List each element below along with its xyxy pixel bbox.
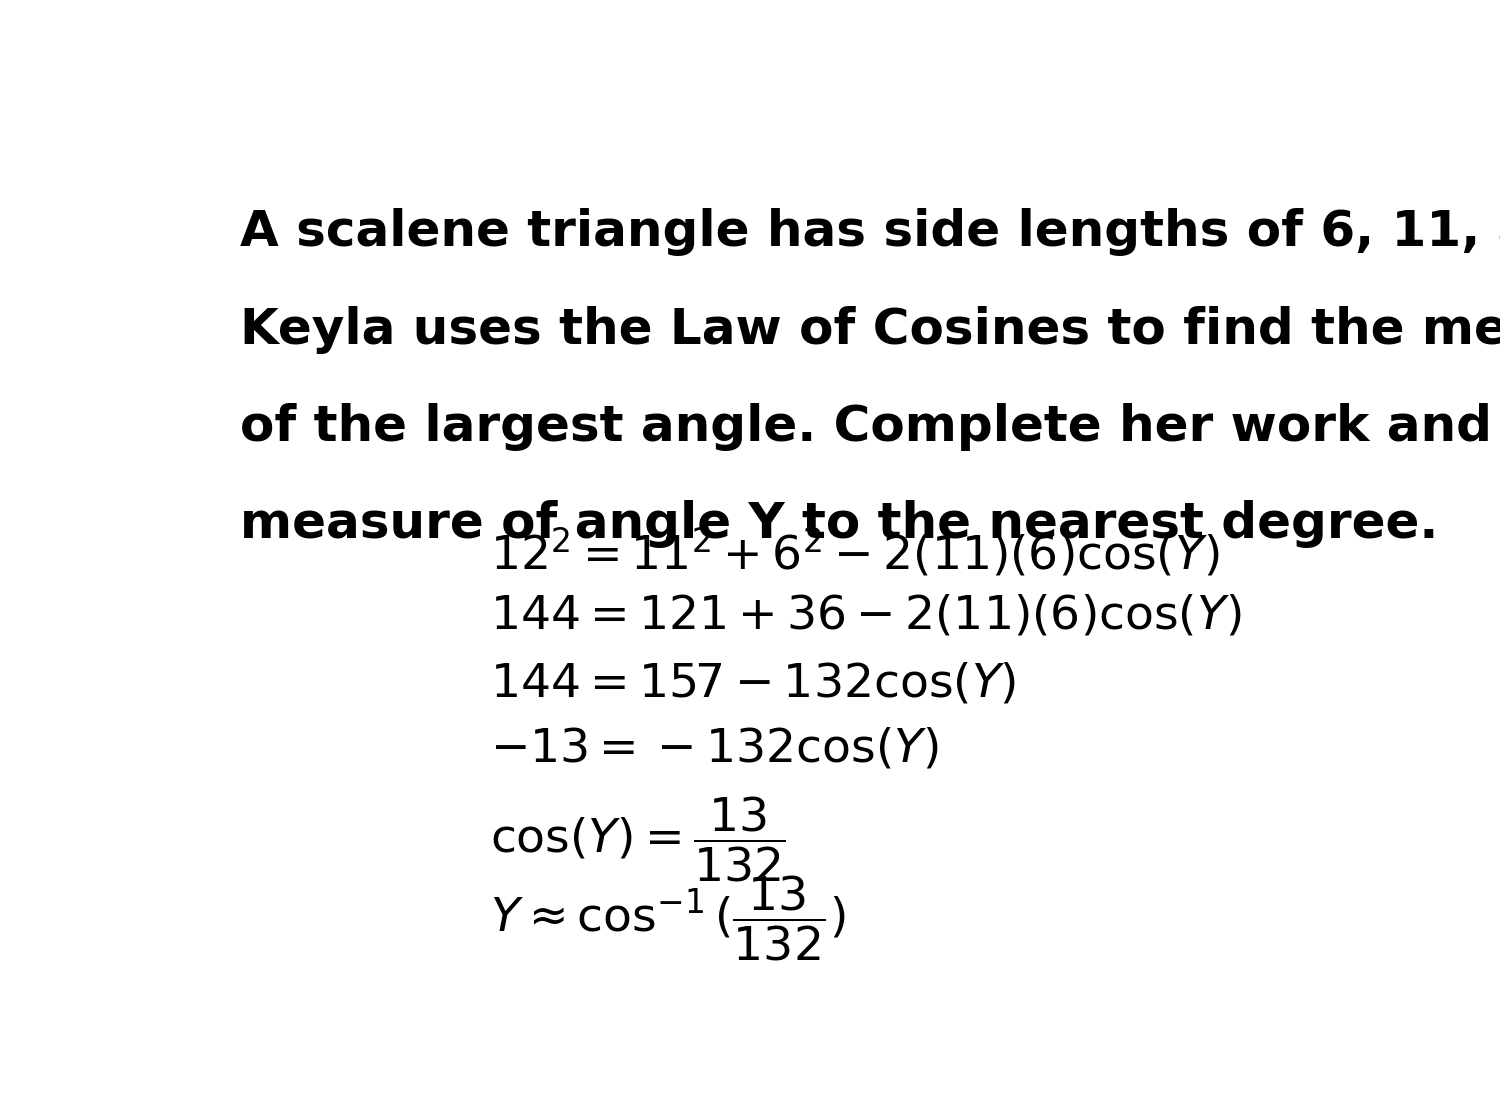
Text: A scalene triangle has side lengths of 6, 11, and 12.: A scalene triangle has side lengths of 6… [240,208,1500,256]
Text: of the largest angle. Complete her work and find the: of the largest angle. Complete her work … [240,403,1500,451]
Text: $144 = 157 - 132\cos(Y)$: $144 = 157 - 132\cos(Y)$ [489,661,1016,706]
Text: Keyla uses the Law of Cosines to find the measure: Keyla uses the Law of Cosines to find th… [240,306,1500,353]
Text: $12^2 = 11^2 + 6^2 - 2(11)(6)\cos(Y)$: $12^2 = 11^2 + 6^2 - 2(11)(6)\cos(Y)$ [489,526,1220,579]
Text: $Y \approx \cos^{-1}(\dfrac{13}{132})$: $Y \approx \cos^{-1}(\dfrac{13}{132})$ [489,873,844,962]
Text: $\cos(Y) = \dfrac{13}{132}$: $\cos(Y) = \dfrac{13}{132}$ [489,794,784,884]
Text: $-13 = -132\cos(Y)$: $-13 = -132\cos(Y)$ [489,727,939,771]
Text: measure of angle Y to the nearest degree.: measure of angle Y to the nearest degree… [240,500,1438,549]
Text: $144 = 121 + 36 - 2(11)(6)\cos(Y)$: $144 = 121 + 36 - 2(11)(6)\cos(Y)$ [489,594,1242,639]
